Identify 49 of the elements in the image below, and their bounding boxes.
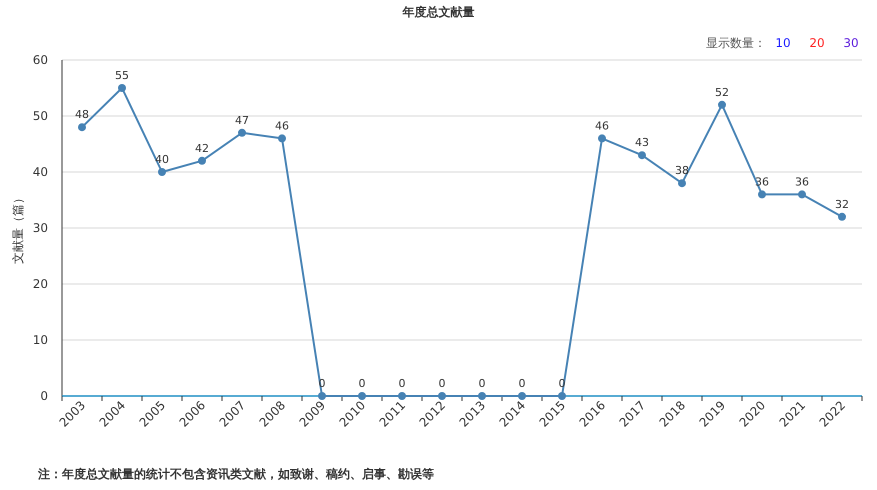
text: 30: [843, 36, 859, 50]
data-label: 0: [438, 377, 446, 390]
point: [678, 179, 686, 188]
point: [518, 392, 526, 400]
y-tick-label: 50: [32, 109, 48, 123]
y-tick-label: 20: [32, 277, 48, 291]
point: [318, 392, 326, 400]
point: [78, 123, 86, 132]
y-tick-label: 40: [32, 165, 48, 179]
data-label: 47: [235, 114, 249, 127]
y-tick-label: 0: [40, 389, 48, 403]
point: [478, 392, 486, 400]
text: 20: [809, 36, 825, 50]
point: [198, 156, 206, 165]
point: [398, 392, 406, 400]
data-label: 32: [835, 198, 849, 211]
data-label: 48: [75, 108, 89, 122]
y-tick-label: 10: [32, 333, 48, 347]
point: [798, 190, 806, 198]
point: [238, 128, 246, 137]
y-tick-label: 30: [32, 221, 48, 235]
data-label: 0: [398, 377, 406, 390]
data-label: 0: [478, 377, 486, 390]
data-label: 52: [715, 86, 729, 99]
point: [598, 134, 606, 142]
text: 10: [775, 36, 791, 50]
point: [118, 84, 126, 92]
point: [758, 190, 766, 198]
y-axis-title: 文献量（篇）: [11, 192, 25, 264]
data-label: 36: [795, 175, 809, 188]
data-label: 46: [595, 119, 609, 132]
point: [278, 134, 286, 142]
data-label: 46: [275, 119, 289, 132]
point: [558, 392, 566, 400]
point: [158, 168, 166, 176]
text: 注：年度总文献量的统计不包含资讯类文献，如致谢、稿约、启事、勘误等: [37, 467, 434, 481]
point: [358, 392, 366, 400]
data-label: 0: [358, 377, 366, 390]
point: [838, 212, 846, 221]
data-label: 55: [115, 69, 129, 82]
y-tick-label: 60: [32, 53, 48, 67]
point: [718, 100, 726, 109]
point: [438, 392, 446, 400]
data-label: 0: [518, 377, 526, 390]
point: [638, 151, 646, 160]
text: 显示数量：: [706, 36, 766, 50]
data-label: 42: [195, 142, 209, 155]
data-label: 43: [635, 136, 649, 150]
chart-title: 年度总文献量: [402, 5, 474, 19]
